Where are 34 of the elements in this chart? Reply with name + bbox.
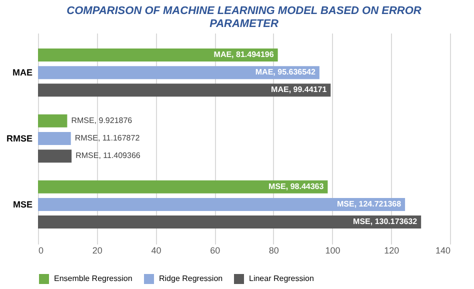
data-label: MSE, 124.721368 — [336, 199, 402, 208]
data-label: MSE, 98.44363 — [268, 182, 324, 191]
legend-label: Linear Regression — [249, 274, 314, 283]
data-label: MAE, 81.494196 — [214, 50, 274, 59]
x-tick-label: 20 — [92, 246, 102, 256]
x-tick-label: 80 — [268, 246, 279, 256]
data-label: MSE, 130.173632 — [353, 217, 418, 226]
data-label: RMSE, 11.409366 — [76, 151, 141, 160]
bar — [38, 216, 422, 229]
y-tick-label: RMSE — [6, 134, 32, 144]
x-tick-label: 40 — [151, 246, 162, 256]
y-tick-label: MAE — [12, 68, 32, 78]
bar — [38, 150, 72, 163]
legend-label: Ridge Regression — [159, 274, 223, 283]
data-label: RMSE, 9.921876 — [71, 116, 133, 125]
x-tick-label: 120 — [384, 246, 400, 256]
x-tick-label: 100 — [325, 246, 340, 256]
legend-label: Ensemble Regression — [54, 274, 132, 283]
x-tick-label: 0 — [38, 246, 44, 256]
bar — [38, 66, 320, 80]
bar — [38, 114, 68, 128]
bar — [38, 180, 328, 194]
x-tick-label: 60 — [210, 246, 220, 256]
y-tick-label: MSE — [12, 199, 32, 210]
data-label: MAE, 99.44171 — [271, 85, 328, 94]
bar — [38, 198, 406, 211]
bar — [38, 84, 331, 97]
x-tick-label: 140 — [435, 246, 450, 256]
text: PARAMETER — [210, 18, 278, 30]
bar — [38, 48, 278, 62]
data-label: MAE, 95.636542 — [255, 68, 316, 77]
data-label: RMSE, 11.167872 — [74, 134, 140, 142]
bar — [38, 132, 71, 145]
text: COMPARISON OF MACHINE LEARNING MODEL BASED ON ERROR — [66, 5, 422, 17]
